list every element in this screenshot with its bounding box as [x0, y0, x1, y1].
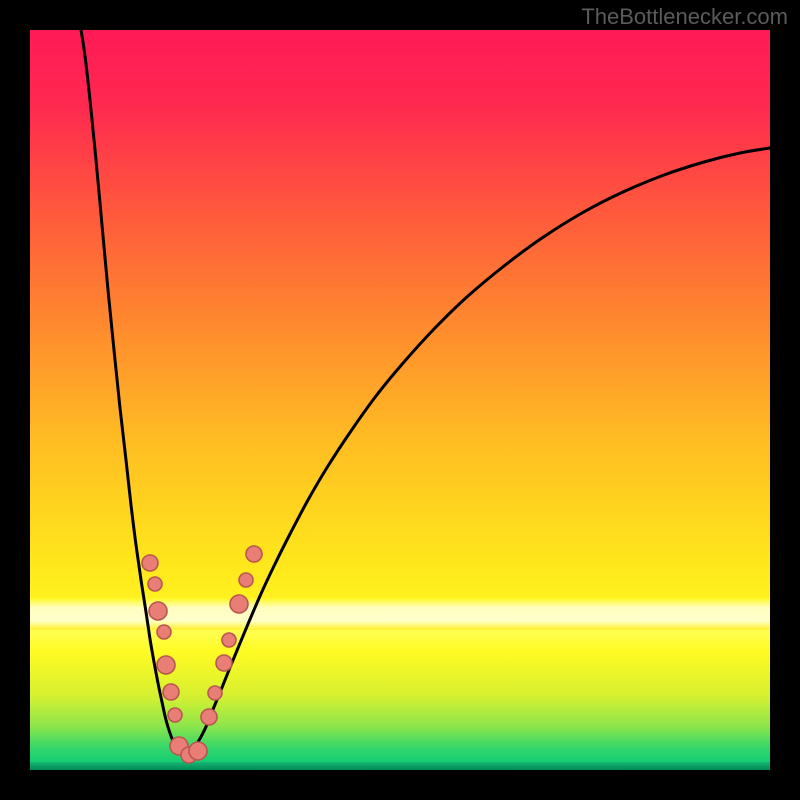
bright-band [30, 598, 770, 630]
chart-stage: TheBottlenecker.com [0, 0, 800, 800]
dot-cluster-left-dot [168, 708, 182, 722]
bottom-green-strip [30, 762, 770, 770]
dot-cluster-right-dot [239, 573, 253, 587]
dot-cluster-left-dot [157, 656, 175, 674]
dot-cluster-right-dot [246, 546, 262, 562]
dot-cluster-left-dot [142, 555, 158, 571]
dot-cluster-left-dot [148, 577, 162, 591]
dot-cluster-right-dot [222, 633, 236, 647]
dot-cluster-bottom-dot [189, 742, 207, 760]
gradient-panel [30, 30, 770, 770]
dot-cluster-right-dot [230, 595, 248, 613]
dot-cluster-right-dot [208, 686, 222, 700]
dot-cluster-left-dot [149, 602, 167, 620]
dot-cluster-right-dot [216, 655, 232, 671]
chart-svg [0, 0, 800, 800]
dot-cluster-left-dot [163, 684, 179, 700]
watermark-text: TheBottlenecker.com [581, 4, 788, 30]
dot-cluster-right-dot [201, 709, 217, 725]
dot-cluster-left-dot [157, 625, 171, 639]
